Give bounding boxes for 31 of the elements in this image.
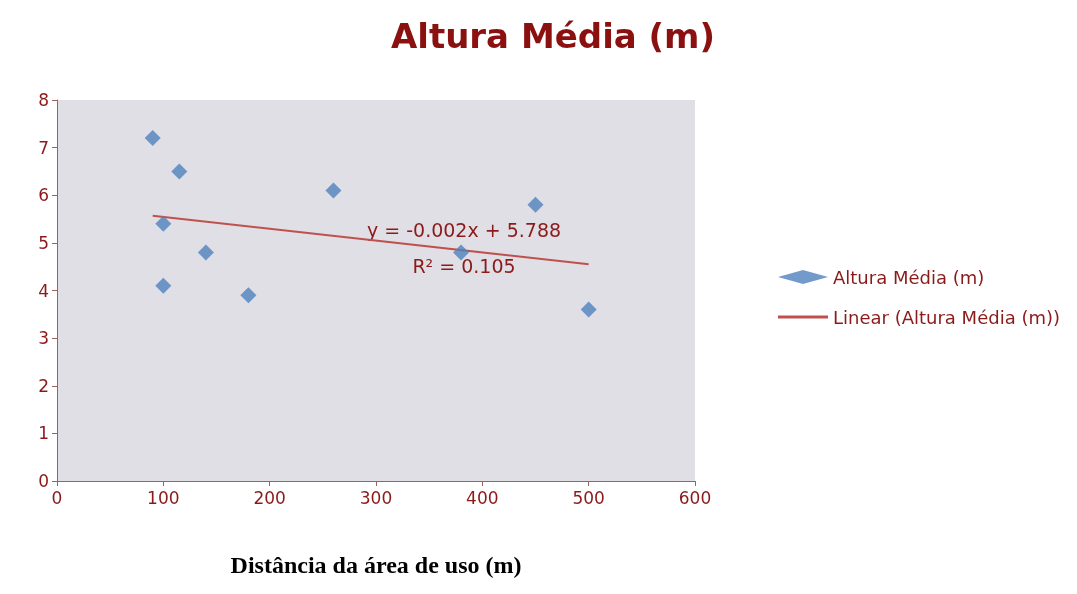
x-tick-label: 200 — [253, 487, 286, 508]
y-tick-label: 7 — [38, 137, 49, 158]
x-tick-label: 500 — [572, 487, 605, 508]
y-tick-label: 0 — [38, 471, 49, 491]
point — [453, 244, 470, 261]
legend-label: Linear (Altura Média (m)) — [833, 306, 1061, 328]
y-tick-label: 5 — [38, 232, 49, 253]
y-tick-label: 4 — [38, 280, 49, 301]
x-axis-title: Distância da área de uso (m) — [230, 552, 522, 578]
x-tick-label: 600 — [678, 487, 712, 508]
y-tick-label: 8 — [38, 90, 49, 110]
x-tick-label: 100 — [147, 487, 180, 508]
point — [325, 182, 342, 199]
chart-title: Altura Média (m) — [390, 16, 716, 56]
y-tick-label: 6 — [38, 185, 49, 206]
point — [171, 163, 188, 180]
y-tick-label: 2 — [38, 375, 49, 396]
x-tick-label: 300 — [359, 487, 393, 508]
point — [144, 130, 161, 147]
y-tick-label: 1 — [38, 423, 49, 444]
point — [155, 215, 172, 232]
annotation: R² = 0.105 — [412, 255, 516, 277]
point — [580, 301, 597, 318]
x-tick-label: 0 — [51, 487, 63, 508]
point — [155, 277, 172, 294]
point — [527, 196, 544, 213]
y-tick-label: 3 — [38, 328, 49, 349]
x-tick-label: 400 — [466, 487, 499, 508]
point — [240, 287, 257, 304]
point — [197, 244, 214, 261]
legend-label: Altura Média (m) — [833, 266, 985, 288]
